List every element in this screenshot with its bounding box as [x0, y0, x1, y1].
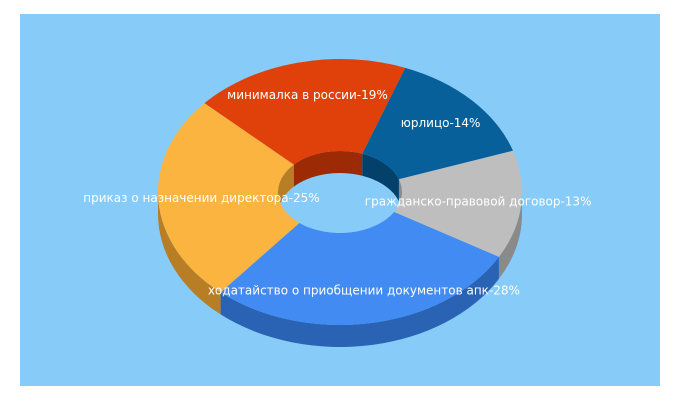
slice-inner-wall-5: [293, 150, 363, 187]
slice-side-4: [158, 192, 221, 315]
slice-labels: юрлицо-14% гражданско-правовой договор-13…: [83, 88, 591, 297]
slice-label-5: минималка в россии-19%: [227, 88, 388, 102]
donut-chart: юрлицо-14% гражданско-правовой договор-13…: [20, 14, 660, 386]
slice-sides: [158, 150, 522, 348]
slice-inner-wall-1: [362, 153, 399, 202]
slice-2[interactable]: [394, 150, 522, 257]
slice-inner-wall-4: [278, 164, 294, 214]
slice-side-3: [220, 256, 499, 348]
chart-panel: юрлицо-14% гражданско-правовой договор-13…: [20, 14, 660, 386]
slice-1[interactable]: [362, 67, 513, 180]
slice-label-3: ходатайство о приобщении документов апк-…: [208, 283, 520, 297]
slice-4[interactable]: [157, 103, 300, 293]
slice-label-4: приказ о назначении директора-25%: [83, 191, 319, 205]
slice-tops: [157, 58, 522, 326]
slice-label-1: юрлицо-14%: [401, 116, 481, 130]
slice-label-2: гражданско-правовой договор-13%: [365, 195, 592, 209]
slice-5[interactable]: [204, 58, 406, 165]
slice-side-2: [498, 192, 522, 279]
slice-3[interactable]: [220, 211, 499, 326]
